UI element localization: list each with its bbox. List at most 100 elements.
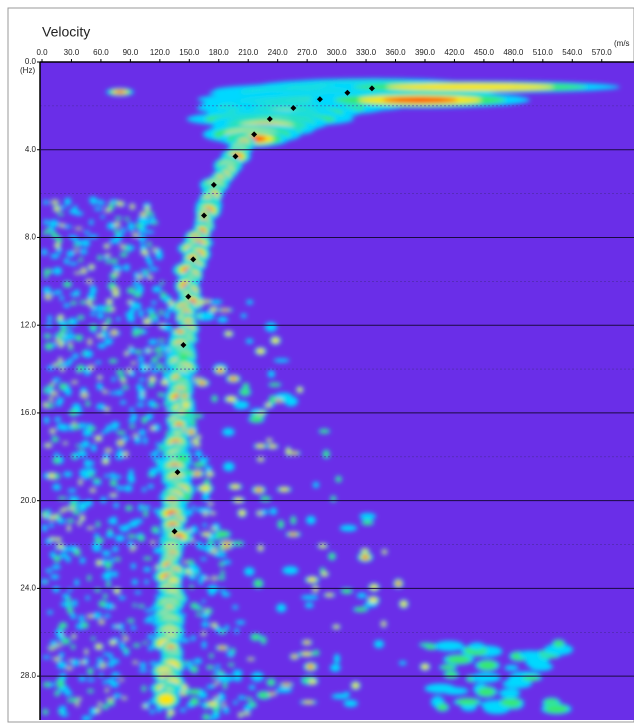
heat-blob xyxy=(118,623,125,631)
heat-blob xyxy=(115,317,121,322)
heat-blob xyxy=(177,330,183,333)
heat-blob xyxy=(97,334,103,338)
heat-blob xyxy=(211,711,220,720)
heat-blob xyxy=(96,560,102,565)
heat-blob xyxy=(150,300,157,305)
x-tick-label: 120.0 xyxy=(150,48,171,57)
heat-blob xyxy=(269,693,274,695)
y-tick-label: 20.0 xyxy=(20,496,36,505)
heat-blob xyxy=(133,643,140,647)
heat-blob xyxy=(76,444,80,447)
heat-blob xyxy=(114,588,120,593)
heat-blob xyxy=(272,338,279,343)
heat-blob xyxy=(63,471,73,477)
heat-blob xyxy=(145,230,155,234)
pick-point xyxy=(201,212,208,219)
heat-blob xyxy=(85,649,88,654)
heat-blob xyxy=(145,206,149,211)
heat-blob xyxy=(199,311,215,321)
heat-blob xyxy=(149,661,159,666)
heat-blob xyxy=(223,461,235,472)
heat-blob xyxy=(217,316,229,323)
heat-blob xyxy=(148,276,152,279)
heat-blob xyxy=(74,550,81,556)
heat-blob xyxy=(78,422,85,427)
heat-blob xyxy=(106,317,111,324)
heat-blob xyxy=(66,328,73,332)
heat-blob xyxy=(138,503,143,512)
x-tick-label: 510.0 xyxy=(533,48,554,57)
heat-blob xyxy=(331,693,349,700)
heat-blob xyxy=(126,315,136,323)
heat-blob xyxy=(218,575,225,580)
heat-blob xyxy=(91,197,97,206)
heat-blob xyxy=(58,497,67,500)
heat-blob xyxy=(333,653,341,664)
heat-blob xyxy=(373,639,385,649)
heat-blob xyxy=(164,401,170,406)
heat-blob xyxy=(148,313,157,319)
heat-blob xyxy=(49,551,56,559)
heat-blob xyxy=(141,213,145,216)
heat-blob xyxy=(50,253,60,259)
heat-blob xyxy=(94,533,100,539)
heat-blob xyxy=(114,229,120,234)
heat-blob xyxy=(181,685,187,690)
heat-blob xyxy=(89,615,92,618)
heat-blob xyxy=(91,543,98,548)
heat-blob xyxy=(42,514,47,518)
heat-blob xyxy=(273,358,290,363)
heat-blob xyxy=(104,306,112,313)
heat-blob xyxy=(86,678,96,682)
heat-blob xyxy=(220,587,225,594)
heat-blob xyxy=(140,268,146,273)
heat-blob xyxy=(64,197,72,206)
heat-blob xyxy=(194,472,200,475)
heat-blob xyxy=(122,385,129,390)
heat-blob xyxy=(319,544,326,548)
heat-blob xyxy=(119,400,127,405)
heat-blob xyxy=(477,687,495,697)
x-tick-label: 60.0 xyxy=(93,48,109,57)
heat-blob xyxy=(504,664,519,671)
heat-blob xyxy=(237,695,246,700)
heat-blob xyxy=(119,375,126,380)
heat-blob xyxy=(137,356,145,362)
heat-blob xyxy=(234,498,243,502)
heat-blob xyxy=(199,545,216,551)
x-tick-label: 270.0 xyxy=(297,48,318,57)
heat-blob xyxy=(42,655,51,659)
heat-blob xyxy=(74,289,80,296)
heat-blob xyxy=(235,620,246,625)
heat-blob xyxy=(182,475,192,480)
heat-blob xyxy=(207,609,212,614)
heat-blob xyxy=(53,377,61,382)
x-tick-label: 360.0 xyxy=(386,48,407,57)
heat-blob xyxy=(189,585,194,589)
heat-blob xyxy=(164,311,170,320)
heat-blob xyxy=(219,670,224,674)
heat-blob xyxy=(190,635,196,641)
heat-blob xyxy=(150,216,156,224)
heat-blob xyxy=(122,697,127,700)
heat-blob xyxy=(195,507,212,513)
heat-blob xyxy=(100,215,105,219)
heat-blob xyxy=(54,555,60,562)
heat-blob xyxy=(149,267,159,272)
heat-blob xyxy=(153,467,162,472)
heat-blob xyxy=(149,362,154,368)
pick-point xyxy=(190,256,197,263)
heat-blob xyxy=(132,325,138,331)
heat-blob xyxy=(57,213,64,216)
heat-blob xyxy=(105,688,109,692)
heat-blob xyxy=(47,610,53,615)
heat-blob xyxy=(75,335,83,341)
heat-blob xyxy=(127,534,136,539)
heat-blob xyxy=(123,264,130,271)
heat-blob xyxy=(158,339,165,342)
heat-blob xyxy=(163,368,167,374)
heat-blob xyxy=(128,477,136,484)
heat-blob xyxy=(115,90,125,94)
heat-blob xyxy=(246,697,252,701)
heat-blob xyxy=(251,671,264,682)
